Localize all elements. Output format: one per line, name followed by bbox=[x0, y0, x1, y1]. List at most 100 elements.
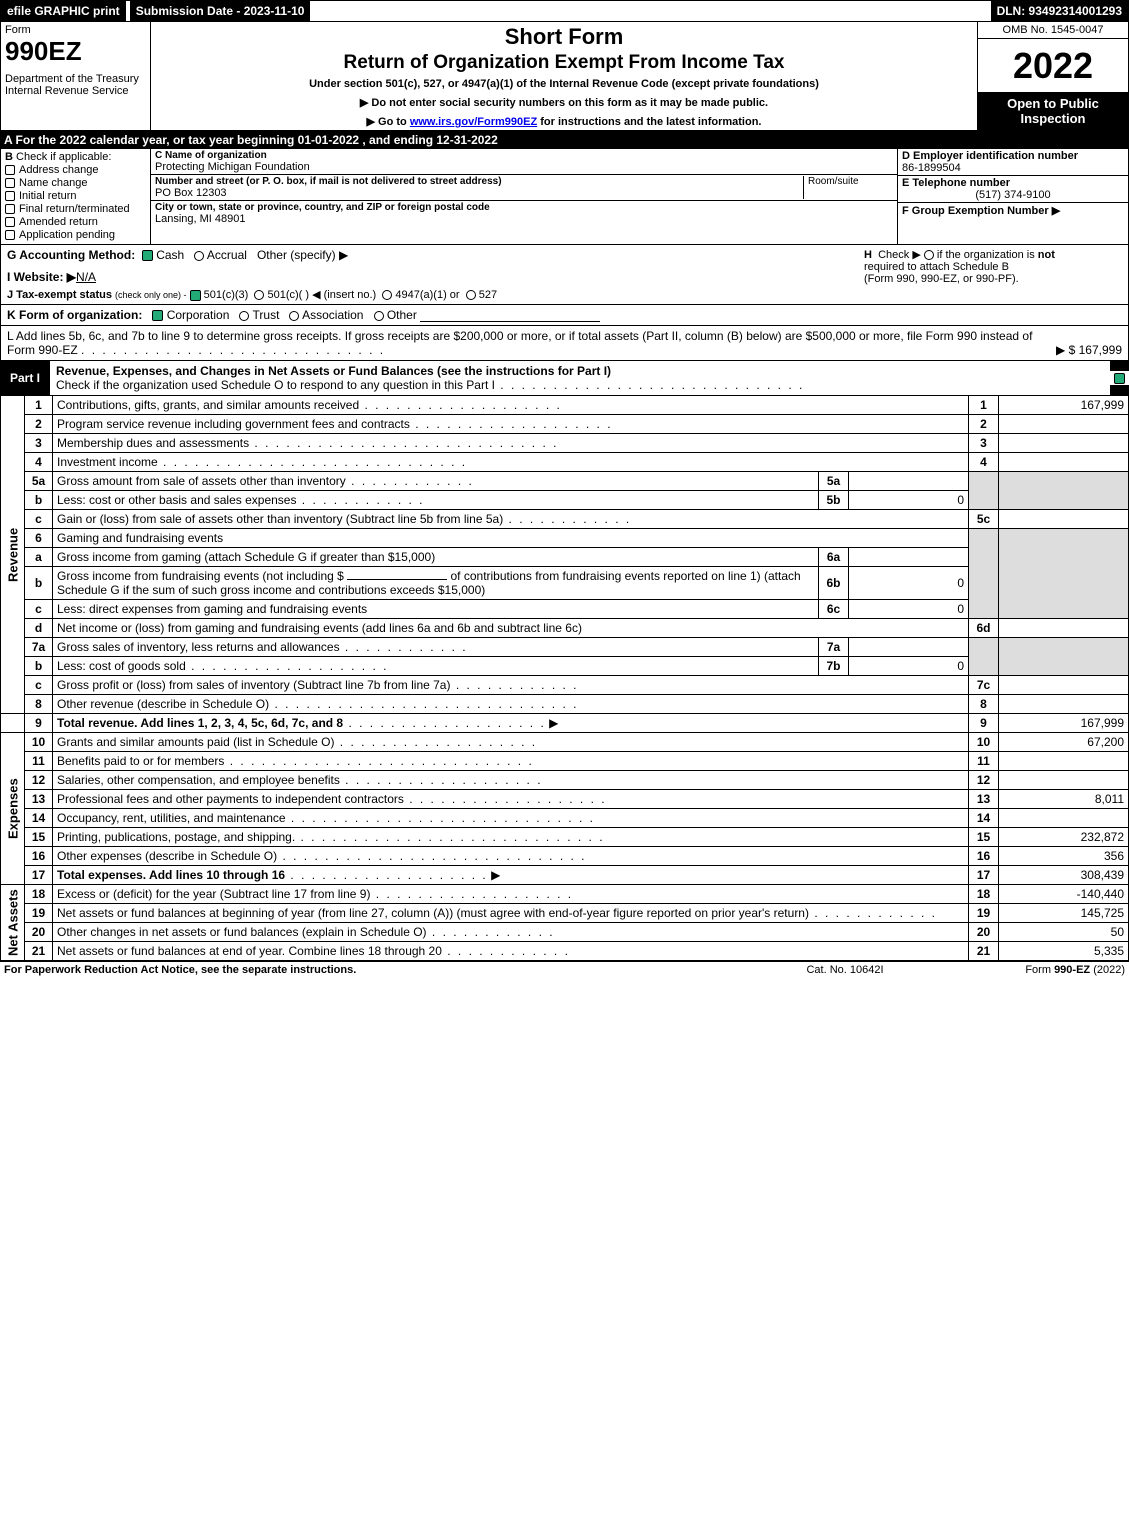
line-7a-desc: Gross sales of inventory, less returns a… bbox=[53, 638, 819, 657]
line-6-num: 6 bbox=[25, 529, 53, 548]
line-11-val bbox=[999, 752, 1129, 771]
line-4-nc: 4 bbox=[969, 453, 999, 472]
line-13-num: 13 bbox=[25, 790, 53, 809]
check-initial-return[interactable]: Initial return bbox=[5, 190, 146, 202]
line-6d-val bbox=[999, 619, 1129, 638]
line-l: L Add lines 5b, 6c, and 7b to line 9 to … bbox=[0, 326, 1129, 361]
check-final-return[interactable]: Final return/terminated bbox=[5, 203, 146, 215]
checkbox-icon[interactable] bbox=[5, 165, 15, 175]
line-3-num: 3 bbox=[25, 434, 53, 453]
page-footer: For Paperwork Reduction Act Notice, see … bbox=[0, 961, 1129, 978]
check-application-pending[interactable]: Application pending bbox=[5, 229, 146, 241]
g-cash-label: Cash bbox=[156, 248, 184, 262]
radio-other-icon[interactable] bbox=[374, 311, 384, 321]
line-5c-val bbox=[999, 510, 1129, 529]
line-17-val: 308,439 bbox=[999, 866, 1129, 885]
line-21-val: 5,335 bbox=[999, 942, 1129, 961]
room-suite-label: Room/suite bbox=[803, 176, 893, 199]
line-3-desc: Membership dues and assessments bbox=[53, 434, 969, 453]
dln-number: DLN: 93492314001293 bbox=[991, 1, 1128, 21]
check-name-change[interactable]: Name change bbox=[5, 177, 146, 189]
line-11-nc: 11 bbox=[969, 752, 999, 771]
line-18-nc: 18 bbox=[969, 885, 999, 904]
part1-num: Part I bbox=[0, 368, 50, 388]
topbar: efile GRAPHIC print Submission Date - 20… bbox=[0, 0, 1129, 22]
part1-title: Revenue, Expenses, and Changes in Net As… bbox=[50, 361, 1110, 395]
h-label: H bbox=[864, 249, 872, 261]
check-label: Amended return bbox=[19, 216, 98, 228]
line-8-desc: Other revenue (describe in Schedule O) bbox=[53, 695, 969, 714]
goto-prefix: ▶ Go to bbox=[367, 116, 410, 128]
efile-label[interactable]: efile GRAPHIC print bbox=[1, 1, 126, 21]
check-501c3-icon[interactable] bbox=[190, 290, 201, 301]
line-15-desc: Printing, publications, postage, and shi… bbox=[53, 828, 969, 847]
j-sub: (check only one) - bbox=[115, 290, 187, 300]
line-16-nc: 16 bbox=[969, 847, 999, 866]
line-20-num: 20 bbox=[25, 923, 53, 942]
check-schedule-o-icon[interactable] bbox=[1114, 373, 1125, 384]
line-20-nc: 20 bbox=[969, 923, 999, 942]
radio-501c-icon[interactable] bbox=[254, 290, 264, 300]
line-19-val: 145,725 bbox=[999, 904, 1129, 923]
line-2-val bbox=[999, 415, 1129, 434]
g-label: G Accounting Method: bbox=[7, 248, 135, 262]
checkbox-icon[interactable] bbox=[5, 178, 15, 188]
radio-accrual-icon[interactable] bbox=[194, 251, 204, 261]
f-group-label: F Group Exemption Number ▶ bbox=[902, 204, 1124, 217]
line-11-num: 11 bbox=[25, 752, 53, 771]
line-5b-num: b bbox=[25, 491, 53, 510]
h-text3: required to attach Schedule B bbox=[864, 261, 1122, 273]
header-center: Short Form Return of Organization Exempt… bbox=[151, 22, 978, 130]
subtitle-2a: ▶ Do not enter social security numbers o… bbox=[155, 96, 973, 109]
line-1-nc: 1 bbox=[969, 396, 999, 415]
h-text2: if the organization is bbox=[937, 249, 1038, 261]
check-amended-return[interactable]: Amended return bbox=[5, 216, 146, 228]
check-cash-icon[interactable] bbox=[142, 250, 153, 261]
checkbox-icon[interactable] bbox=[5, 217, 15, 227]
line-17-num: 17 bbox=[25, 866, 53, 885]
line-6c-num: c bbox=[25, 600, 53, 619]
h-checkbox-icon[interactable] bbox=[924, 250, 934, 260]
line-4-num: 4 bbox=[25, 453, 53, 472]
checkbox-icon[interactable] bbox=[5, 230, 15, 240]
line-2-nc: 2 bbox=[969, 415, 999, 434]
line-6a-num: a bbox=[25, 548, 53, 567]
line-19-num: 19 bbox=[25, 904, 53, 923]
line-7c-desc: Gross profit or (loss) from sales of inv… bbox=[53, 676, 969, 695]
gh-right: H Check ▶ if the organization is not req… bbox=[858, 245, 1128, 304]
radio-4947-icon[interactable] bbox=[382, 290, 392, 300]
line-5c-nc: 5c bbox=[969, 510, 999, 529]
form-header: Form 990EZ Department of the Treasury In… bbox=[0, 22, 1129, 131]
line-1-val: 167,999 bbox=[999, 396, 1129, 415]
line-6b-sv: 0 bbox=[849, 567, 969, 600]
check-corp-icon[interactable] bbox=[152, 310, 163, 321]
footer-formref: Form 990-EZ (2022) bbox=[945, 964, 1125, 976]
line-9-desc: Total revenue. Add lines 1, 2, 3, 4, 5c,… bbox=[53, 714, 969, 733]
h-not: not bbox=[1038, 249, 1055, 261]
check-address-change[interactable]: Address change bbox=[5, 164, 146, 176]
lines-table: Revenue 1 Contributions, gifts, grants, … bbox=[0, 395, 1129, 961]
k-other-line[interactable] bbox=[420, 321, 600, 322]
grey-cell bbox=[999, 472, 1129, 510]
revenue-vlabel: Revenue bbox=[1, 396, 25, 714]
radio-trust-icon[interactable] bbox=[239, 311, 249, 321]
line-6b-sc: 6b bbox=[819, 567, 849, 600]
line-16-desc: Other expenses (describe in Schedule O) bbox=[53, 847, 969, 866]
checkbox-icon[interactable] bbox=[5, 191, 15, 201]
line-14-val bbox=[999, 809, 1129, 828]
irs-link[interactable]: www.irs.gov/Form990EZ bbox=[410, 116, 537, 128]
line-19-desc: Net assets or fund balances at beginning… bbox=[53, 904, 969, 923]
line-7b-desc: Less: cost of goods sold bbox=[53, 657, 819, 676]
radio-assoc-icon[interactable] bbox=[289, 311, 299, 321]
line-5c-desc: Gain or (loss) from sale of assets other… bbox=[53, 510, 969, 529]
line-17-desc: Total expenses. Add lines 10 through 16 … bbox=[53, 866, 969, 885]
line-14-num: 14 bbox=[25, 809, 53, 828]
radio-527-icon[interactable] bbox=[466, 290, 476, 300]
checkbox-icon[interactable] bbox=[5, 204, 15, 214]
line-6d-nc: 6d bbox=[969, 619, 999, 638]
k-corp: Corporation bbox=[167, 308, 230, 322]
line-6b-desc: Gross income from fundraising events (no… bbox=[53, 567, 819, 600]
netassets-vlabel: Net Assets bbox=[1, 885, 25, 961]
submission-date: Submission Date - 2023-11-10 bbox=[128, 1, 311, 21]
c-addr-label: Number and street (or P. O. box, if mail… bbox=[155, 176, 803, 187]
